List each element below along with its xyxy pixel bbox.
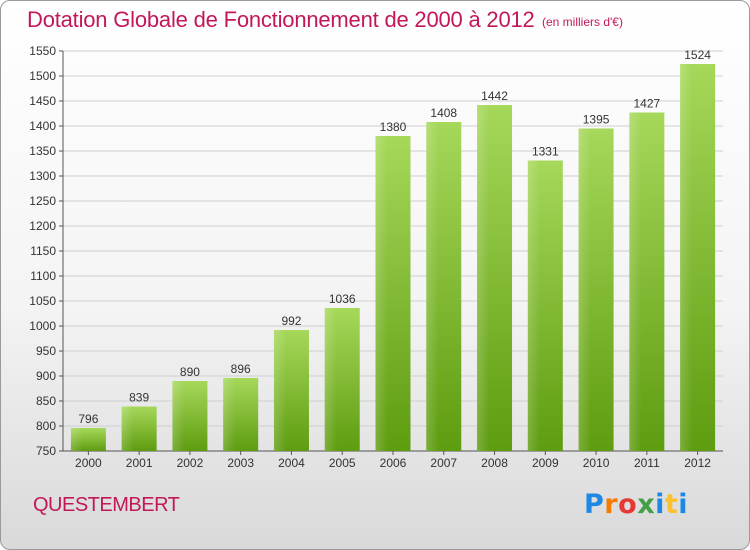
bar-highlight bbox=[477, 105, 490, 451]
x-tick-label: 2001 bbox=[126, 456, 153, 470]
y-tick-label: 850 bbox=[36, 394, 56, 408]
x-tick-label: 2005 bbox=[329, 456, 356, 470]
x-tick-label: 2003 bbox=[227, 456, 254, 470]
bar-highlight bbox=[527, 160, 541, 451]
bar-layer bbox=[70, 64, 716, 451]
logo-letter: r bbox=[604, 489, 619, 520]
x-tick-label: 2004 bbox=[278, 456, 305, 470]
data-label: 1395 bbox=[583, 113, 610, 127]
x-tick-label: 2010 bbox=[583, 456, 610, 470]
bar-highlight bbox=[426, 122, 439, 451]
x-tick-label: 2008 bbox=[481, 456, 508, 470]
label-layer: 796 839 890 896 992 1036 1380 1408 1442 1331 1395 1… bbox=[78, 48, 711, 426]
y-tick-label: 1500 bbox=[29, 69, 56, 83]
logo-letter: o bbox=[618, 489, 638, 520]
data-label: 839 bbox=[129, 391, 149, 405]
data-label: 992 bbox=[281, 314, 301, 328]
x-tick-label: 2002 bbox=[177, 456, 204, 470]
x-tick-label: 2007 bbox=[430, 456, 457, 470]
bar-highlight bbox=[680, 64, 693, 451]
y-tick-label: 750 bbox=[36, 444, 56, 458]
logo-letter: i bbox=[655, 489, 665, 520]
bar-highlight bbox=[223, 378, 236, 451]
y-tick-label: 1450 bbox=[29, 94, 56, 108]
bar-highlight bbox=[121, 406, 134, 451]
y-tick-label: 1350 bbox=[29, 144, 56, 158]
y-tick-label: 900 bbox=[36, 369, 56, 383]
y-tick-label: 1100 bbox=[30, 269, 56, 283]
x-tick-label: 2006 bbox=[380, 456, 407, 470]
logo-letter: t bbox=[664, 489, 679, 520]
bar-highlight bbox=[70, 428, 84, 451]
data-label: 1408 bbox=[430, 106, 457, 120]
y-tick-label: 1300 bbox=[29, 169, 56, 183]
y-tick-label: 800 bbox=[36, 419, 56, 433]
x-tick-label: 2000 bbox=[75, 456, 102, 470]
y-tick-label: 1200 bbox=[29, 219, 56, 233]
data-label: 1331 bbox=[532, 145, 559, 159]
bar-highlight bbox=[324, 308, 337, 451]
bar-highlight bbox=[578, 128, 591, 451]
proxiti-logo[interactable]: Proxiti bbox=[584, 489, 688, 520]
data-label: 796 bbox=[78, 412, 98, 426]
commune-name: QUESTEMBERT bbox=[33, 494, 180, 516]
y-tick-label: 1550 bbox=[29, 44, 56, 58]
data-label: 1380 bbox=[380, 120, 407, 134]
bar-highlight bbox=[273, 330, 287, 451]
y-tick-label: 1250 bbox=[29, 194, 56, 208]
y-tick-label: 1050 bbox=[29, 294, 56, 308]
chart-subtitle: (en milliers d'€) bbox=[542, 15, 623, 29]
data-label: 1524 bbox=[684, 48, 711, 62]
data-label: 896 bbox=[231, 362, 251, 376]
x-tick-label: 2011 bbox=[634, 456, 660, 470]
data-label: 1442 bbox=[481, 89, 508, 103]
logo-letter: i bbox=[678, 489, 689, 520]
x-tick-label: 2009 bbox=[532, 456, 559, 470]
chart-title: Dotation Globale de Fonctionnement de 20… bbox=[27, 7, 535, 32]
data-label: 1036 bbox=[329, 292, 356, 306]
data-label: 1427 bbox=[633, 97, 660, 111]
bar-highlight bbox=[629, 112, 642, 451]
y-tick-label: 950 bbox=[36, 344, 56, 358]
y-tick-label: 1000 bbox=[29, 319, 56, 333]
logo-letter: x bbox=[637, 489, 656, 520]
bar-highlight bbox=[172, 381, 185, 451]
y-tick-label: 1150 bbox=[30, 244, 56, 258]
logo-letter: P bbox=[584, 489, 605, 520]
bar-highlight bbox=[375, 136, 388, 451]
data-label: 890 bbox=[180, 365, 200, 379]
y-tick-label: 1400 bbox=[29, 119, 56, 133]
x-tick-label: 2012 bbox=[684, 456, 711, 470]
